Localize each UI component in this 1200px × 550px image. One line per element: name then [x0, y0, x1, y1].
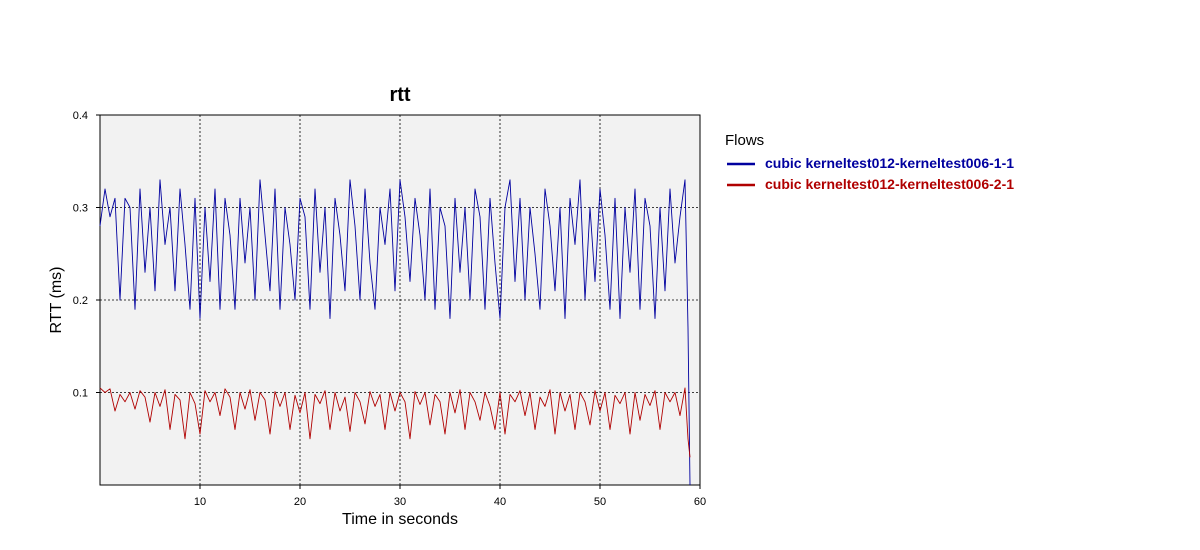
y-tick-label: 0.2	[73, 295, 88, 307]
x-tick-label: 30	[394, 496, 406, 508]
x-axis-label: Time in seconds	[342, 511, 458, 528]
x-tick-label: 60	[694, 496, 706, 508]
x-tick-label: 50	[594, 496, 606, 508]
y-tick-label: 0.3	[73, 203, 88, 215]
x-tick-label: 10	[194, 496, 206, 508]
series-line-1	[99, 179, 691, 486]
series-line-2	[99, 387, 691, 458]
ticks: 10 20 30 40 50 60 0.1 0.2 0.3 0.4	[73, 110, 706, 508]
legend-title: Flows	[725, 132, 764, 149]
grid	[100, 114, 701, 485]
legend-label-series-1: cubic kerneltest012-kerneltest006-1-1	[765, 155, 1014, 171]
y-tick-label: 0.1	[73, 388, 88, 400]
chart-title: rtt	[389, 84, 410, 106]
series-layer	[99, 179, 691, 486]
legend-label-series-2: cubic kerneltest012-kerneltest006-2-1	[765, 176, 1014, 192]
y-tick-label: 0.4	[73, 110, 88, 122]
x-tick-label: 40	[494, 496, 506, 508]
x-tick-label: 20	[294, 496, 306, 508]
legend: Flows cubic kerneltest012-kerneltest006-…	[725, 132, 1014, 192]
y-axis-label: RTT (ms)	[48, 267, 65, 334]
